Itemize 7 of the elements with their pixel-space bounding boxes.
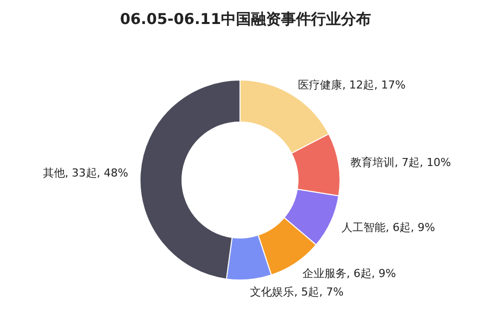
slice-label: 企业服务, 6起, 9% bbox=[302, 266, 396, 280]
slice-label: 文化娱乐, 5起, 7% bbox=[250, 286, 344, 299]
chart-title: 06.05-06.11中国融资事件行业分布 bbox=[120, 10, 372, 28]
slice-label: 医疗健康, 12起, 17% bbox=[298, 78, 406, 92]
slice-label: 人工智能, 6起, 9% bbox=[342, 220, 436, 234]
slice-label: 其他, 33起, 48% bbox=[42, 166, 128, 180]
slice-label: 教育培训, 7起, 10% bbox=[350, 156, 452, 170]
